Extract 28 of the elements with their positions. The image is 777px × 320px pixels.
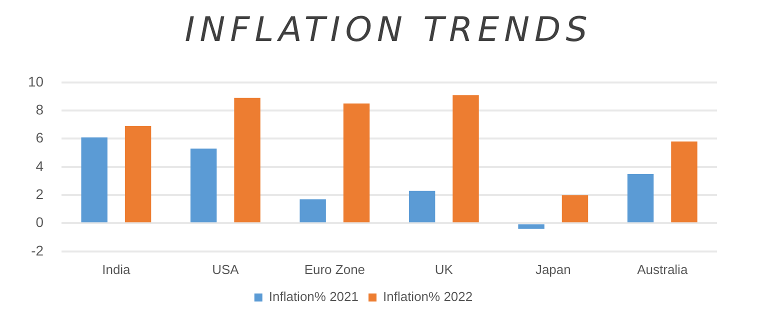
chart-title: INFLATION TRENDS	[184, 9, 594, 52]
bar	[343, 104, 370, 222]
y-tick-label: 4	[36, 158, 44, 174]
bar	[408, 190, 436, 222]
bar	[190, 148, 217, 222]
y-tick-label: 2	[36, 186, 44, 202]
y-tick-label: 0	[36, 214, 44, 230]
bar	[452, 95, 479, 222]
y-tick-label: 10	[28, 73, 44, 90]
x-tick-label: USA	[212, 262, 240, 277]
bar	[671, 142, 698, 222]
y-tick-label: -2	[31, 242, 44, 258]
legend-label: Inflation% 2021	[268, 289, 358, 304]
bar	[300, 199, 326, 222]
x-tick-label: UK	[434, 262, 454, 277]
x-tick-label: India	[102, 262, 132, 277]
bar	[234, 98, 260, 222]
x-tick-label: Australia	[637, 262, 688, 277]
bar	[562, 195, 588, 222]
bar	[627, 174, 654, 222]
x-tick-label: Japan	[535, 262, 571, 277]
legend-label: Inflation% 2022	[383, 289, 473, 304]
y-tick-label: 8	[36, 101, 44, 118]
bar	[81, 137, 108, 222]
bar	[124, 126, 152, 222]
x-tick-label: Euro Zone	[304, 262, 366, 277]
bar	[518, 224, 544, 229]
y-tick-label: 6	[36, 130, 44, 146]
